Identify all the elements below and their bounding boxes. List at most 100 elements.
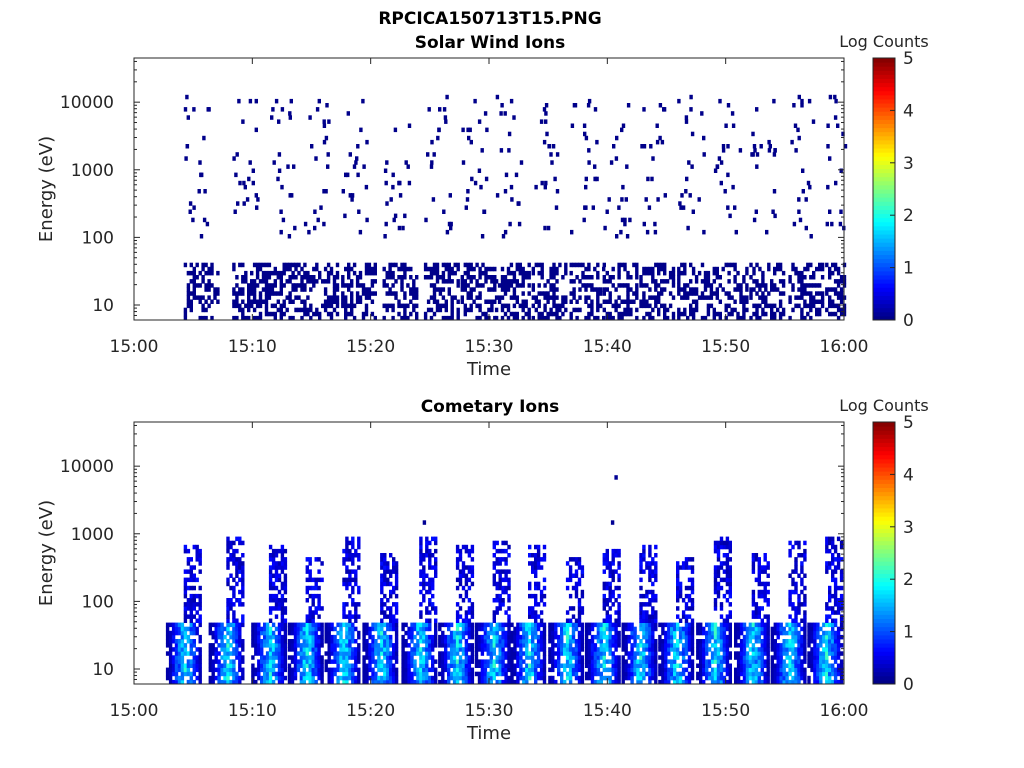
spectrogram-cell (665, 279, 670, 284)
spectrogram-cell (503, 287, 508, 292)
spectrogram-cell (487, 287, 491, 292)
spectrogram-cell (342, 655, 346, 660)
spectrogram-cell (699, 675, 703, 681)
spectrogram-cell (401, 622, 405, 628)
spectrogram-cell (773, 148, 777, 153)
spectrogram-cell (422, 581, 426, 587)
spectrogram-cell (475, 303, 479, 309)
spectrogram-cell (651, 639, 655, 644)
spectrogram-cell (280, 606, 285, 611)
spectrogram-cell (267, 283, 272, 288)
spectrogram-cell (691, 299, 696, 304)
spectrogram-cell (478, 315, 482, 321)
spectrogram-cell (590, 303, 594, 309)
spectrogram-cell (238, 291, 242, 296)
spectrogram-cell (739, 315, 743, 321)
spectrogram-cell (400, 279, 404, 284)
spectrogram-cell (189, 602, 193, 607)
spectrogram-cell (431, 553, 435, 558)
spectrogram-cell (444, 643, 448, 648)
spectrogram-cell (776, 287, 780, 292)
spectrogram-cell (733, 275, 737, 280)
spectrogram-cell (703, 287, 708, 292)
spectrogram-cell (484, 315, 488, 321)
spectrogram-cell (348, 639, 352, 644)
spectrogram-cell (617, 614, 621, 619)
spectrogram-cell (332, 275, 337, 280)
spectrogram-cell (630, 659, 634, 664)
spectrogram-cell (664, 671, 668, 677)
spectrogram-cell (280, 557, 285, 562)
spectrogram-cell (667, 639, 671, 644)
spectrogram-cell (330, 643, 334, 648)
spectrogram-cell (271, 659, 276, 664)
spectrogram-cell (461, 573, 466, 578)
spectrogram-cell (297, 270, 301, 276)
spectrogram-cell (617, 622, 621, 628)
spectrogram-cell (438, 622, 442, 628)
spectrogram-cell (241, 577, 245, 583)
spectrogram-cell (528, 544, 532, 550)
spectrogram-cell (428, 643, 432, 648)
spectrogram-cell (800, 279, 804, 284)
spectrogram-cell (380, 573, 384, 578)
spectrogram-cell (413, 634, 417, 640)
spectrogram-cell (333, 651, 337, 656)
spectrogram-cell (207, 303, 211, 309)
spectrogram-cell (699, 643, 703, 648)
spectrogram-cell (265, 622, 270, 628)
spectrogram-cell (651, 667, 655, 673)
spectrogram-cell (681, 667, 686, 673)
spectrogram-cell (587, 262, 591, 268)
spectrogram-cell (341, 303, 345, 309)
spectrogram-cell (386, 606, 390, 611)
spectrogram-cell (283, 647, 288, 652)
spectrogram-cell (434, 569, 438, 574)
spectrogram-cell (602, 561, 606, 566)
spectrogram-cell (426, 152, 430, 157)
spectrogram-cell (686, 225, 690, 231)
spectrogram-cell (580, 573, 585, 578)
spectrogram-cell (831, 299, 835, 304)
spectrogram-cell (171, 671, 176, 677)
spectrogram-cell (413, 679, 417, 685)
spectrogram-cell (291, 270, 295, 276)
spectrogram-cell (577, 643, 582, 648)
spectrogram-cell (201, 307, 205, 313)
spectrogram-cell (536, 585, 541, 591)
spectrogram-cell (639, 651, 643, 656)
spectrogram-cell (614, 598, 618, 603)
spectrogram-cell (204, 315, 208, 321)
spectrogram-cell (611, 266, 615, 272)
spectrogram-cell (302, 671, 306, 677)
spectrogram-cell (608, 651, 612, 656)
spectrogram-cell (671, 275, 676, 280)
spectrogram-cell (210, 266, 214, 272)
spectrogram-cell (525, 663, 529, 668)
spectrogram-cell (428, 565, 432, 570)
spectrogram-cell (335, 295, 340, 300)
spectrogram-cell (565, 671, 570, 677)
spectrogram-cell (260, 659, 264, 664)
spectrogram-cell (593, 679, 598, 685)
spectrogram-cell (501, 679, 505, 685)
spectrogram-cell (552, 295, 556, 300)
spectrogram-cell (192, 291, 196, 296)
spectrogram-cell (382, 303, 386, 309)
spectrogram-cell (282, 270, 286, 276)
spectrogram-cell (797, 295, 801, 300)
spectrogram-cell (825, 291, 829, 296)
spectrogram-cell (498, 598, 502, 603)
spectrogram-cell (277, 643, 282, 648)
colorbar-segment (873, 258, 895, 264)
spectrogram-cell (642, 544, 646, 550)
spectrogram-cell (506, 287, 511, 292)
spectrogram-cell (350, 291, 354, 296)
spectrogram-cell (495, 671, 499, 677)
spectrogram-cell (617, 311, 621, 317)
spectrogram-cell (189, 565, 193, 570)
spectrogram-cell (271, 622, 276, 628)
spectrogram-cell (311, 622, 315, 628)
spectrogram-cell (590, 311, 594, 317)
spectrogram-cell (518, 266, 522, 272)
